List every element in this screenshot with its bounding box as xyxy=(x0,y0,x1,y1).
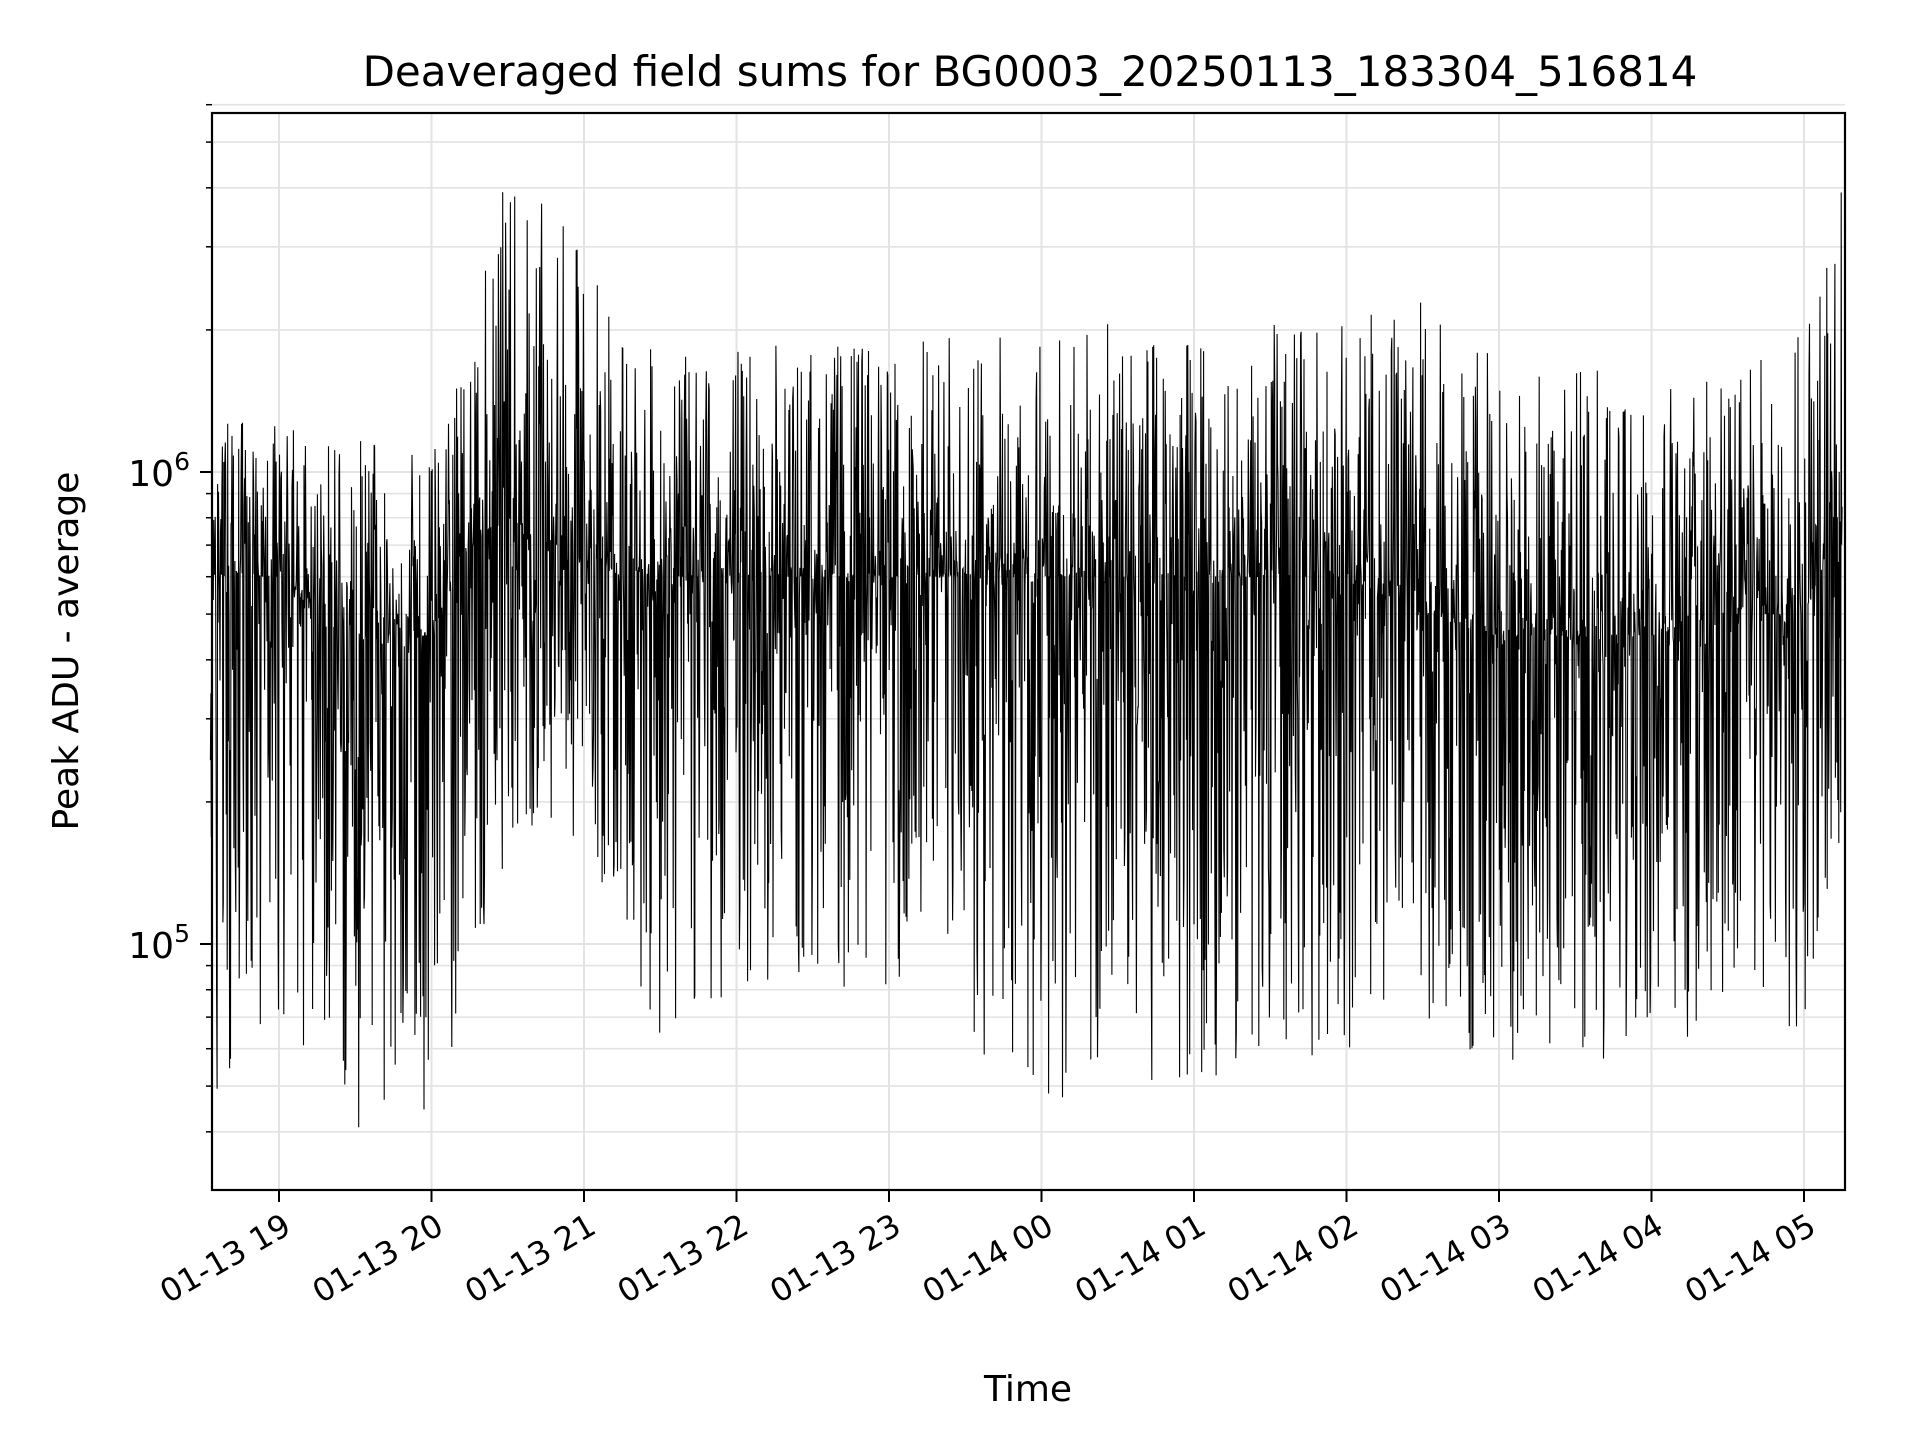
x-axis: 01-13 19 01-13 20 01-13 21 01-13 22 01-13 23… xyxy=(153,1190,1822,1311)
x-tick-label: 01-14 02 xyxy=(1221,1206,1365,1311)
x-tick-label: 01-13 19 xyxy=(153,1206,297,1311)
x-tick-label: 01-14 04 xyxy=(1526,1206,1670,1311)
x-tick-label: 01-13 23 xyxy=(763,1206,907,1311)
x-tick-label: 01-13 22 xyxy=(611,1206,755,1311)
x-tick-label: 01-14 03 xyxy=(1373,1206,1517,1311)
y-tick-base: 10 xyxy=(128,454,174,495)
x-tick-label: 01-13 21 xyxy=(458,1206,602,1311)
y-tick-label: 105 xyxy=(128,919,190,967)
series-path xyxy=(209,192,1843,1128)
y-axis-label: Peak ADU - average xyxy=(46,472,87,831)
x-tick-label: 01-13 20 xyxy=(306,1206,450,1311)
x-axis-label: Time xyxy=(983,1369,1072,1410)
series-line xyxy=(209,192,1843,1128)
y-tick-label: 106 xyxy=(128,447,190,495)
x-tick-label: 01-14 05 xyxy=(1678,1206,1822,1311)
plot-frame xyxy=(210,111,1847,1192)
chart-title: Deaveraged field sums for BG0003_2025011… xyxy=(363,47,1698,96)
x-tick-label: 01-14 00 xyxy=(916,1206,1060,1311)
y-tick-exponent: 5 xyxy=(174,919,190,948)
y-tick-exponent: 6 xyxy=(174,447,190,476)
y-tick-base: 10 xyxy=(128,926,174,967)
x-tick-label: 01-14 01 xyxy=(1068,1206,1212,1311)
